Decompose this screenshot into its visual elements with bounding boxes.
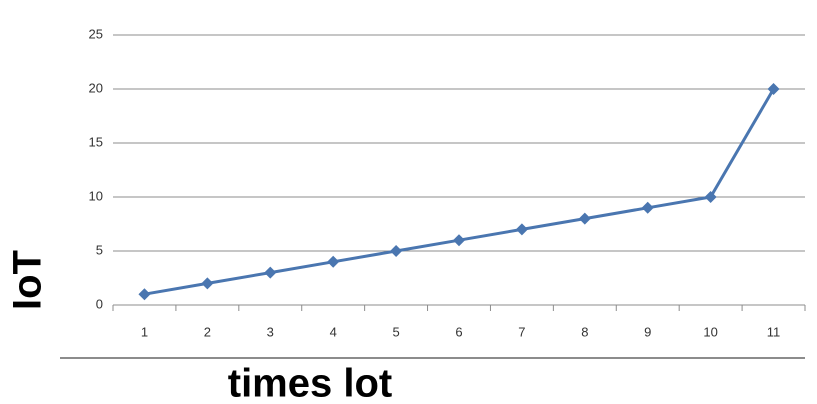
y-tick-label: 15 xyxy=(89,134,103,149)
x-tick-label: 11 xyxy=(767,324,781,339)
data-point xyxy=(390,245,403,257)
x-tick-label: 6 xyxy=(455,324,462,339)
x-tick-label: 8 xyxy=(581,324,588,339)
x-tick-label: 1 xyxy=(141,324,148,339)
data-point xyxy=(578,212,591,225)
data-point xyxy=(138,288,151,301)
x-tick-label: 2 xyxy=(204,324,211,339)
y-tick-label: 10 xyxy=(89,188,103,203)
x-tick-label: 5 xyxy=(392,324,399,339)
y-tick-label: 0 xyxy=(96,296,103,311)
data-point xyxy=(704,191,717,203)
data-point xyxy=(767,83,780,95)
data-point xyxy=(201,277,214,290)
data-point xyxy=(264,266,277,279)
data-point xyxy=(453,234,465,247)
data-point xyxy=(641,201,654,214)
x-tick-label: 10 xyxy=(703,324,717,339)
y-axis-label: IoT xyxy=(6,250,50,310)
y-tick-label: 25 xyxy=(89,26,103,41)
y-tick-label: 5 xyxy=(96,242,103,257)
x-tick-label: 7 xyxy=(518,324,525,339)
x-axis-label: times lot xyxy=(228,362,392,404)
x-tick-label: 4 xyxy=(330,324,337,339)
data-point xyxy=(327,255,340,268)
x-tick-label: 3 xyxy=(267,324,274,339)
y-tick-label: 20 xyxy=(89,80,103,95)
x-tick-label: 9 xyxy=(644,324,651,339)
data-point xyxy=(515,223,528,236)
